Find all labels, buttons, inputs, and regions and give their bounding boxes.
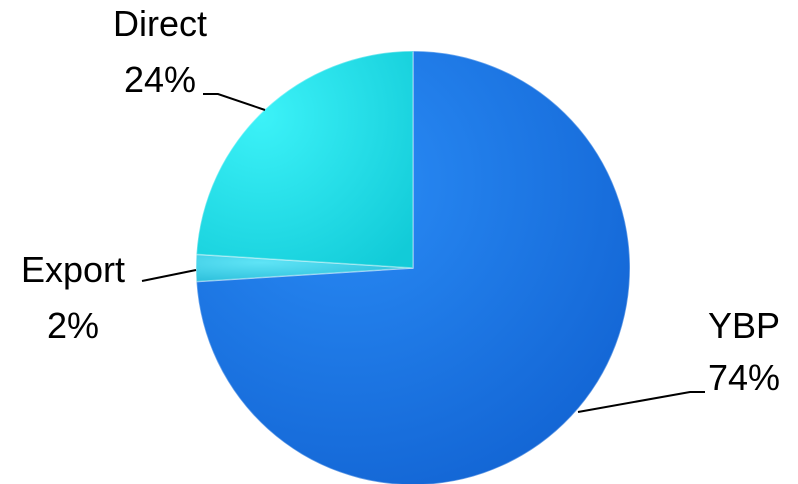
slice-percent-ybp: 74% [708, 357, 780, 398]
slice-label-export: Export [21, 249, 125, 290]
slice-label-direct: Direct [113, 3, 207, 44]
leader-line-export [141, 269, 197, 282]
leader-line-direct [203, 93, 266, 111]
slice-label-ybp: YBP [708, 305, 780, 346]
pie-slice-direct [195, 50, 414, 269]
slice-percent-export: 2% [47, 305, 99, 346]
leader-line-ybp [577, 391, 705, 413]
pie-slice-ybp [195, 50, 631, 484]
leader-lines [141, 93, 705, 413]
pie-slices [195, 50, 631, 484]
data-labels: YBP 74% Export 2% Direct 24% [21, 3, 780, 398]
pie-slice-export [195, 253, 414, 283]
slice-percent-direct: 24% [124, 59, 196, 100]
